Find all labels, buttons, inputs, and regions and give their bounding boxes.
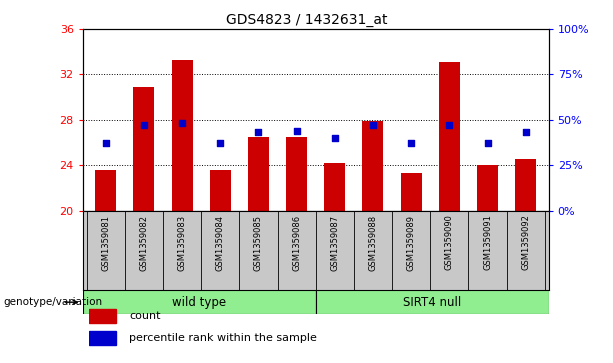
Bar xyxy=(95,170,116,211)
Bar xyxy=(477,165,498,211)
Text: GSM1359091: GSM1359091 xyxy=(483,215,492,270)
Text: GSM1359089: GSM1359089 xyxy=(406,215,416,270)
Bar xyxy=(401,173,422,211)
Point xyxy=(177,121,187,126)
Bar xyxy=(286,137,307,211)
Bar xyxy=(439,62,460,211)
Text: GSM1359081: GSM1359081 xyxy=(101,215,110,270)
Point xyxy=(330,135,340,141)
Text: wild type: wild type xyxy=(172,296,226,309)
Bar xyxy=(515,159,536,211)
FancyBboxPatch shape xyxy=(316,290,549,314)
Point xyxy=(521,130,531,135)
Bar xyxy=(172,60,192,211)
Point xyxy=(292,128,302,134)
Text: GSM1359090: GSM1359090 xyxy=(445,215,454,270)
Point xyxy=(101,140,110,146)
Bar xyxy=(89,309,116,323)
Point xyxy=(368,122,378,128)
Point xyxy=(444,122,454,128)
Bar xyxy=(89,331,116,345)
Text: GSM1359092: GSM1359092 xyxy=(521,215,530,270)
Text: GSM1359085: GSM1359085 xyxy=(254,215,263,270)
Text: GSM1359087: GSM1359087 xyxy=(330,215,339,271)
Point xyxy=(482,140,492,146)
Text: SIRT4 null: SIRT4 null xyxy=(403,296,462,309)
Bar xyxy=(362,121,384,211)
Text: GSM1359084: GSM1359084 xyxy=(216,215,225,270)
Bar xyxy=(210,170,230,211)
FancyBboxPatch shape xyxy=(83,290,316,314)
Text: percentile rank within the sample: percentile rank within the sample xyxy=(129,333,317,343)
Text: GSM1359082: GSM1359082 xyxy=(139,215,148,270)
Text: GSM1359088: GSM1359088 xyxy=(368,215,378,271)
Point xyxy=(254,130,264,135)
Text: GDS4823 / 1432631_at: GDS4823 / 1432631_at xyxy=(226,13,387,27)
Point xyxy=(139,122,149,128)
Bar xyxy=(134,87,154,211)
Bar xyxy=(324,163,345,211)
Text: GSM1359083: GSM1359083 xyxy=(178,215,186,271)
Text: count: count xyxy=(129,311,161,321)
Point xyxy=(215,140,225,146)
Bar xyxy=(248,137,269,211)
Point xyxy=(406,140,416,146)
Text: GSM1359086: GSM1359086 xyxy=(292,215,301,271)
Text: genotype/variation: genotype/variation xyxy=(3,297,102,307)
